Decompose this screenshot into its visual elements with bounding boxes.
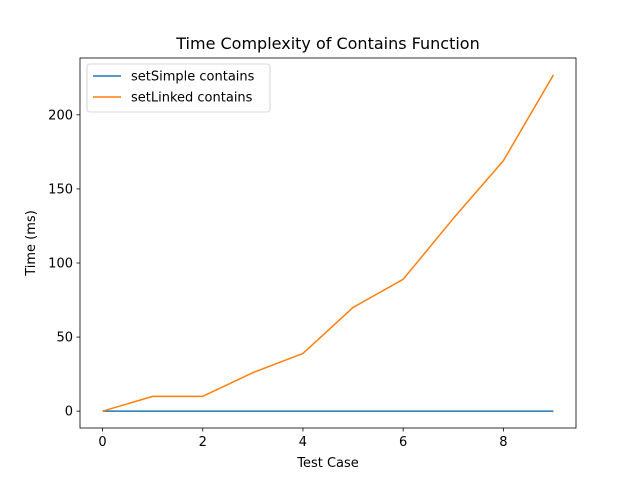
y-tick-label: 100 — [48, 257, 73, 272]
y-axis-title: Time (ms) — [24, 210, 39, 277]
x-axis-ticks: 0 2 4 6 8 — [98, 428, 507, 450]
x-tick-label: 4 — [299, 435, 307, 450]
y-tick-label: 0 — [65, 405, 73, 420]
legend-label-1: setSimple contains — [131, 70, 255, 85]
x-tick-label: 0 — [98, 435, 106, 450]
x-tick-label: 8 — [499, 435, 507, 450]
plot-area — [102, 74, 555, 412]
y-axis-ticks: 0 50 100 150 200 — [48, 108, 80, 420]
axes-frame — [79, 57, 577, 429]
chart-title: Time Complexity of Contains Function — [175, 34, 479, 53]
legend-box — [86, 63, 271, 113]
legend-label-2: setLinked contains — [131, 91, 253, 106]
x-axis-title: Test Case — [296, 456, 359, 471]
series-line-2 — [102, 74, 555, 412]
legend: setSimple contains setLinked contains — [86, 63, 271, 113]
y-tick-label: 200 — [48, 108, 73, 123]
x-tick-label: 2 — [199, 435, 207, 450]
x-tick-label: 6 — [399, 435, 407, 450]
y-tick-label: 150 — [48, 182, 73, 197]
y-tick-label: 50 — [56, 331, 73, 346]
